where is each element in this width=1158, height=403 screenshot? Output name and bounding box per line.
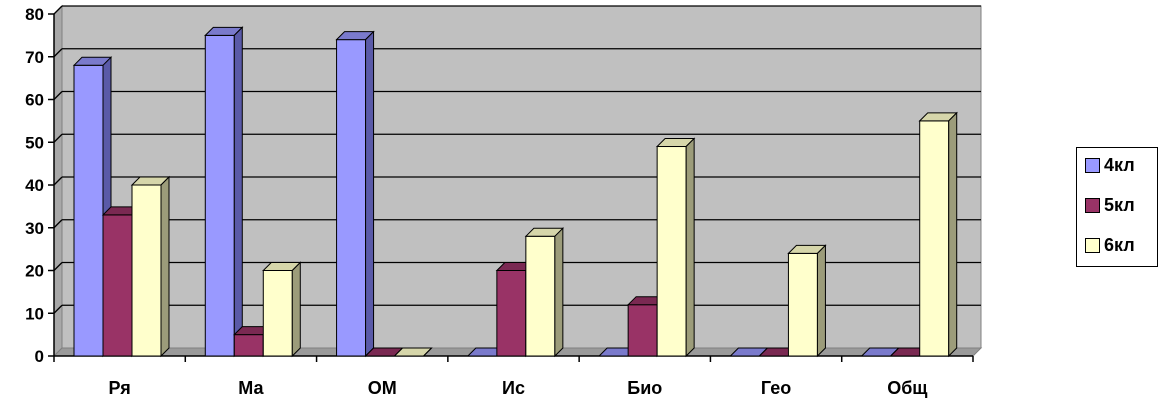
legend-swatch-5kl: [1085, 197, 1100, 213]
y-tick-label: 60: [25, 91, 44, 110]
x-tick-label: Ря: [109, 378, 131, 398]
y-tick-label: 30: [25, 219, 44, 238]
x-tick-label: ОМ: [368, 378, 397, 398]
bar-front-4-2: [656, 146, 687, 357]
bar-side-5-2: [816, 244, 826, 358]
y-tick-label: 70: [25, 48, 44, 67]
x-tick-label: Ис: [502, 378, 525, 398]
y-tick-label: 50: [25, 133, 44, 152]
legend-swatch-6kl: [1085, 237, 1100, 253]
bar-side-6-2: [948, 111, 958, 358]
x-tick-label: Био: [627, 378, 662, 398]
legend-item-5kl: 5кл: [1085, 194, 1135, 216]
bar-front-4-1: [627, 304, 658, 357]
gridline-side: [53, 133, 63, 143]
bar-front-1-2: [262, 270, 293, 357]
y-tick-label: 20: [25, 262, 44, 281]
bar-front-0-0: [73, 64, 104, 357]
bar-front-0-2: [131, 184, 162, 357]
legend-item-4kl: 4кл: [1085, 154, 1135, 176]
bar-front-2-0: [336, 39, 367, 357]
bar-side-3-2: [554, 227, 564, 358]
bar-side-1-2: [291, 261, 301, 358]
bar-front-3-1: [496, 270, 527, 357]
legend-label-5kl: 5кл: [1104, 194, 1135, 215]
legend-item-6kl: 6кл: [1085, 234, 1135, 256]
gridline-side: [53, 48, 63, 58]
y-tick-label: 10: [25, 304, 44, 323]
bar-side-1-0: [233, 26, 243, 358]
bar-front-5-2: [787, 252, 818, 357]
gridline-side: [53, 262, 63, 271]
y-tick-label: 0: [35, 347, 44, 366]
bar-front-1-1: [233, 334, 264, 357]
gridline-side: [53, 176, 63, 186]
gridline-side: [53, 91, 63, 100]
legend-label-6kl: 6кл: [1104, 234, 1135, 255]
legend-label-4kl: 4кл: [1104, 154, 1135, 175]
x-tick-label: Общ: [887, 378, 928, 398]
y-tick-label: 80: [25, 5, 44, 24]
bar-front-0-1: [102, 214, 133, 357]
legend: 4кл 5кл 6кл: [1076, 147, 1158, 267]
gridline-side: [53, 5, 63, 15]
bar-front-1-0: [204, 34, 235, 357]
bar-side-0-2: [160, 175, 170, 358]
y-tick-label: 40: [25, 176, 44, 195]
gridline-side: [53, 304, 63, 314]
bar-side-2-2: [423, 347, 432, 357]
x-tick-label: Ма: [238, 378, 264, 398]
bar-side-2-0: [365, 30, 375, 358]
legend-swatch-4kl: [1085, 157, 1100, 173]
bar-front-3-2: [525, 235, 556, 357]
bar-front-6-2: [919, 120, 950, 357]
gridline-side: [53, 219, 63, 229]
bar-side-4-2: [685, 137, 695, 358]
x-tick-label: Гео: [761, 378, 791, 398]
